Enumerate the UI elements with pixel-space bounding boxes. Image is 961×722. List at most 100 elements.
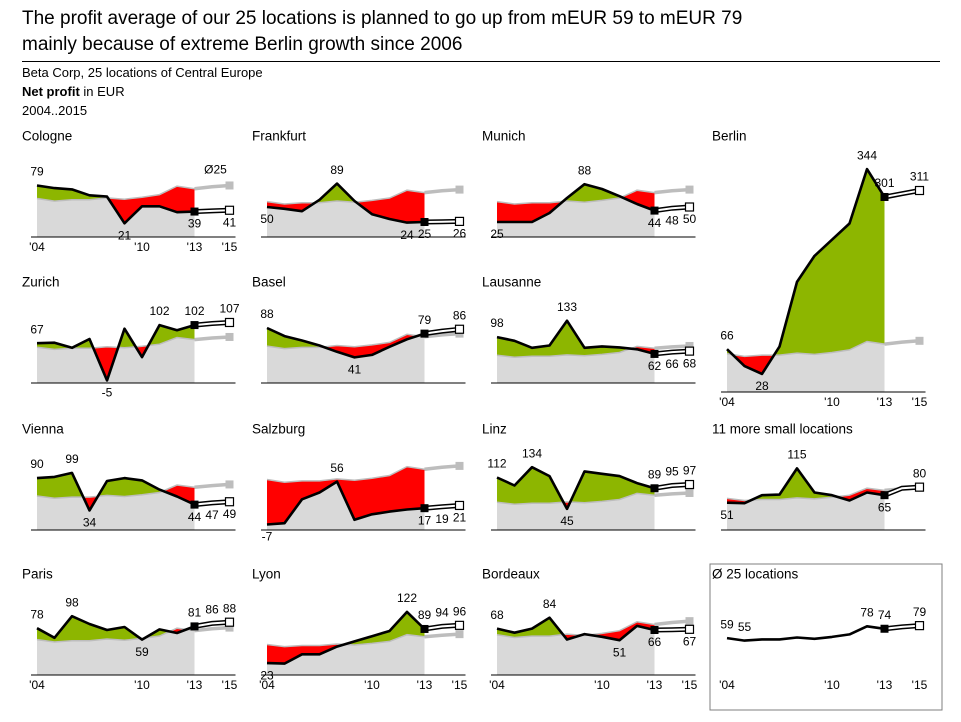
difference-area [584, 471, 602, 503]
reference-plan-line [654, 491, 690, 498]
period: 2004..2015 [22, 103, 88, 118]
panel-title: Frankfurt [252, 129, 306, 144]
difference-area [284, 336, 302, 349]
plan-line-inner [654, 350, 690, 355]
reference-plan-line [194, 183, 230, 191]
data-label: 74 [878, 608, 892, 622]
difference-area [37, 476, 55, 499]
plan-end-marker [224, 617, 235, 627]
panel-title: Bordeaux [482, 567, 540, 582]
data-label: 59 [720, 617, 734, 631]
plan-end-marker [454, 620, 465, 630]
panel-title: Paris [22, 567, 53, 582]
actual-line [496, 319, 655, 356]
data-label: 41 [348, 363, 362, 377]
data-label: 41 [223, 215, 237, 229]
data-label: 49 [223, 507, 237, 521]
panel-title: Munich [482, 129, 526, 144]
reference-area [497, 493, 655, 530]
data-label: 66 [648, 635, 662, 649]
x-tick-label: '15 [222, 678, 238, 692]
plan-end-marker [224, 205, 235, 215]
reference-line [36, 484, 195, 500]
subtitle: Beta Corp, 25 locations of Central Europ… [22, 65, 263, 80]
difference-area [744, 355, 762, 374]
difference-area [284, 480, 302, 524]
difference-area [389, 190, 407, 223]
difference-area [337, 345, 355, 358]
data-label: 59 [135, 645, 149, 659]
data-label: 133 [557, 300, 577, 314]
difference-area [107, 478, 125, 497]
reference-area [497, 346, 655, 383]
plan-line-inner [884, 624, 920, 630]
plan-end-marker [684, 624, 695, 634]
actual-end-marker [190, 622, 199, 631]
data-label: 102 [149, 304, 169, 318]
data-label: 67 [683, 634, 697, 648]
difference-area [54, 472, 72, 499]
panel-title: Ø 25 locations [712, 567, 799, 582]
data-label: 25 [490, 227, 504, 241]
x-tick-label: '04 [719, 678, 735, 692]
plan-end-marker [914, 482, 925, 492]
data-label: 51 [613, 645, 627, 659]
data-label: 39 [188, 217, 202, 231]
difference-area [389, 466, 407, 512]
plan-end-marker [224, 317, 235, 328]
data-label: 62 [648, 359, 662, 373]
difference-area [267, 328, 285, 349]
data-label: 301 [874, 176, 894, 190]
plan-line-inner [424, 220, 460, 223]
panel-title: 11 more small locations [712, 422, 853, 437]
data-label: 28 [755, 379, 769, 393]
difference-area [549, 320, 567, 357]
data-label: 88 [578, 163, 592, 177]
reference-plan-line [424, 331, 460, 339]
panel-frame [709, 563, 943, 711]
difference-area [532, 202, 550, 222]
x-tick-label: '04 [259, 678, 275, 692]
data-label: 79 [418, 313, 432, 327]
unit: in EUR [83, 84, 125, 99]
plan-end-marker [684, 346, 695, 356]
data-label: 34 [83, 516, 97, 530]
reference-area [267, 634, 425, 675]
actual-line [266, 182, 425, 224]
x-tick-label: '10 [824, 395, 840, 409]
x-tick-label: '13 [877, 395, 893, 409]
reference-area [37, 628, 195, 675]
plan-line-inner [424, 504, 460, 510]
x-tick-label: '10 [824, 678, 840, 692]
difference-area [407, 611, 425, 637]
data-label: 96 [453, 605, 467, 619]
reference-line [36, 185, 195, 202]
x-tick-label: '10 [364, 678, 380, 692]
difference-area [284, 645, 302, 664]
actual-end-marker [190, 207, 199, 216]
actual-end-marker [650, 626, 659, 634]
difference-area [89, 624, 107, 641]
difference-area [407, 466, 425, 510]
actual-end-marker [650, 484, 659, 493]
difference-area [532, 467, 550, 504]
x-tick-label: '10 [134, 678, 150, 692]
actual-end-marker [880, 192, 889, 201]
reference-end-marker [685, 341, 694, 350]
data-label: 97 [683, 464, 697, 478]
reference-end-marker [455, 185, 464, 194]
title-line: The profit average of our 25 locations i… [22, 8, 743, 29]
data-label: 50 [683, 212, 697, 226]
plan-line-inner [654, 628, 690, 631]
x-tick-label: '15 [222, 240, 238, 254]
actual-end-marker [650, 349, 659, 358]
actual-end-marker [420, 624, 429, 633]
panel-title: Basel [252, 275, 286, 290]
actual-line [266, 480, 425, 526]
data-label: 24 [400, 228, 414, 242]
data-label: 344 [857, 148, 877, 162]
data-label: 107 [219, 302, 239, 316]
plan-line-inner [194, 500, 230, 506]
data-label: 68 [683, 356, 697, 370]
